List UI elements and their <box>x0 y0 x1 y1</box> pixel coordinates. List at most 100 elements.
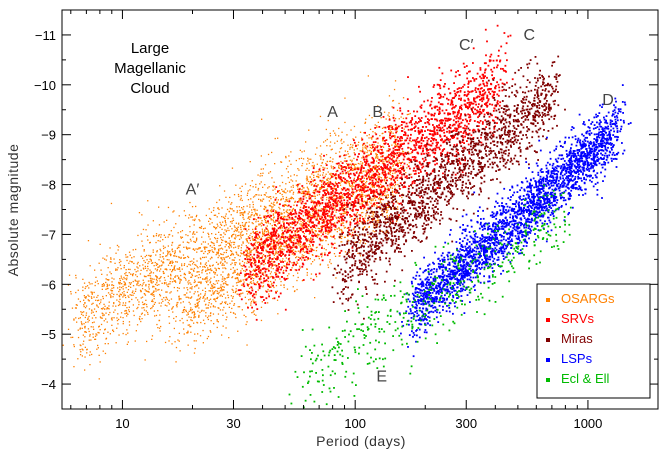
data-point <box>285 157 287 159</box>
data-point <box>153 278 155 280</box>
data-point <box>335 216 337 218</box>
data-point <box>229 244 231 247</box>
data-point <box>358 214 360 216</box>
data-point <box>96 305 98 307</box>
data-point <box>128 310 130 313</box>
data-point <box>252 260 255 262</box>
data-point <box>255 314 257 316</box>
data-point <box>128 306 130 308</box>
data-point <box>342 196 345 199</box>
data-point <box>68 274 71 276</box>
data-point <box>327 182 329 184</box>
data-point <box>362 155 364 157</box>
data-point <box>278 190 280 192</box>
data-point <box>257 238 259 240</box>
data-point <box>129 268 131 271</box>
data-point <box>242 279 244 281</box>
data-point <box>394 80 397 82</box>
data-point <box>371 135 374 138</box>
data-point <box>155 233 158 235</box>
data-point <box>305 197 307 199</box>
data-point <box>255 294 257 296</box>
data-point <box>279 259 281 262</box>
data-point <box>80 351 82 353</box>
data-point <box>281 213 283 215</box>
data-point <box>441 72 444 75</box>
data-point <box>398 202 401 205</box>
data-point <box>353 228 355 230</box>
data-point <box>238 245 240 247</box>
data-point <box>123 265 125 267</box>
data-point <box>273 185 275 187</box>
data-point <box>350 194 353 197</box>
data-point <box>361 157 363 159</box>
data-point <box>174 265 176 267</box>
data-point <box>436 109 439 111</box>
data-point <box>198 271 200 273</box>
data-point <box>215 254 217 256</box>
data-point <box>273 230 276 233</box>
data-point <box>297 272 299 274</box>
data-point <box>82 343 84 345</box>
data-point <box>118 296 121 298</box>
data-point <box>368 183 371 185</box>
data-point <box>332 130 335 132</box>
data-point <box>280 236 283 238</box>
data-point <box>234 257 236 259</box>
data-point <box>293 237 295 239</box>
data-point <box>390 177 393 180</box>
data-point <box>88 315 90 318</box>
data-point <box>230 263 232 266</box>
data-point <box>368 154 371 156</box>
data-point <box>187 313 189 315</box>
data-point <box>242 208 244 210</box>
data-point <box>208 302 210 304</box>
data-point <box>83 295 85 297</box>
data-point <box>400 202 402 205</box>
data-point <box>171 271 173 273</box>
data-point <box>160 268 162 270</box>
data-point <box>377 176 379 178</box>
data-point <box>210 277 212 279</box>
data-point <box>254 228 257 230</box>
data-point <box>213 291 216 293</box>
data-point <box>361 194 363 196</box>
data-point <box>330 191 333 194</box>
data-point <box>145 303 148 306</box>
data-point <box>273 221 275 223</box>
data-point <box>330 215 333 218</box>
data-point <box>438 124 440 126</box>
data-point <box>111 290 114 292</box>
data-point <box>313 176 315 179</box>
data-point <box>332 205 335 207</box>
data-point <box>225 327 227 329</box>
data-point <box>371 215 373 217</box>
data-point <box>312 207 314 210</box>
data-point <box>224 261 226 263</box>
data-point <box>260 199 262 201</box>
data-point <box>430 100 433 103</box>
data-point <box>487 111 490 114</box>
data-point <box>251 277 253 279</box>
data-point <box>396 176 399 179</box>
data-point <box>318 258 320 260</box>
data-point <box>340 181 342 183</box>
data-point <box>249 234 251 237</box>
data-point <box>382 215 384 217</box>
data-point <box>280 245 282 247</box>
data-point <box>390 184 393 187</box>
data-point <box>156 276 158 278</box>
data-point <box>166 298 168 300</box>
data-point <box>216 252 218 254</box>
data-point <box>338 227 340 229</box>
data-point <box>222 216 225 218</box>
data-point <box>499 101 502 104</box>
data-point <box>204 227 206 229</box>
data-point <box>103 284 105 286</box>
data-point <box>97 344 99 347</box>
data-point <box>183 246 185 248</box>
data-point <box>272 206 274 208</box>
data-point <box>401 196 403 199</box>
data-point <box>231 222 233 224</box>
data-point <box>304 218 306 221</box>
